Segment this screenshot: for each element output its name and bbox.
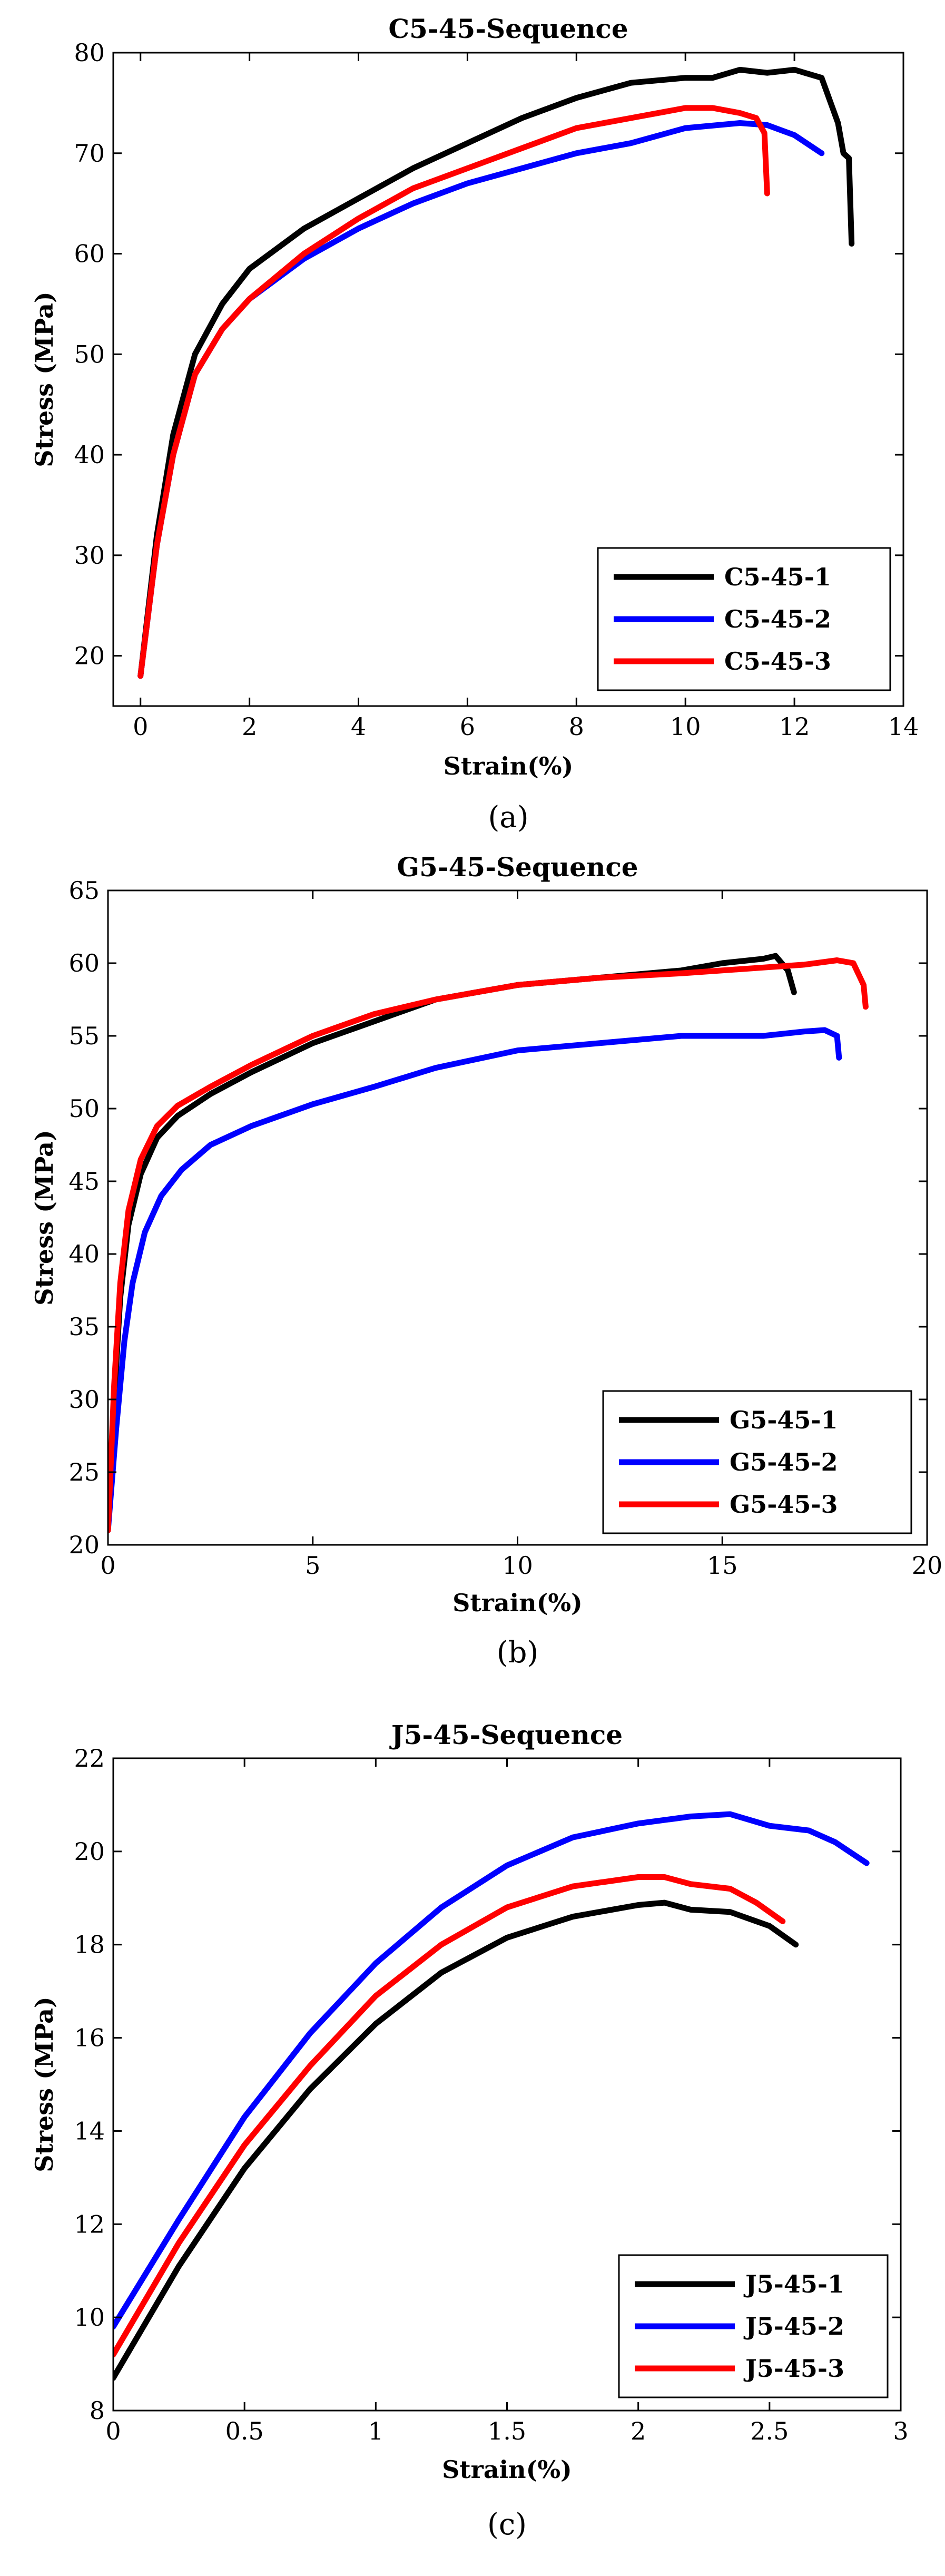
y-tick-label: 80	[74, 38, 105, 67]
series-group	[137, 66, 855, 679]
x-tick-label: 1	[368, 2417, 383, 2445]
x-tick-label: 0	[133, 712, 148, 741]
y-tick-label: 10	[74, 2303, 105, 2332]
series-line-J5-45-2	[113, 1811, 870, 2330]
y-tick-label: 14	[74, 2117, 105, 2145]
y-tick-label: 45	[68, 1167, 100, 1196]
y-axis-label: Stress (MPa)	[30, 291, 58, 467]
legend-label-J5-45-3: J5-45-3	[743, 2354, 844, 2383]
y-tick-label: 16	[74, 2024, 105, 2052]
x-axis-label: Strain(%)	[442, 2455, 572, 2484]
series-line-J5-45-3	[113, 1874, 786, 2358]
x-tick-label: 12	[779, 712, 810, 741]
x-tick-label: 10	[502, 1551, 533, 1580]
chart-panel-3: J5-45-Sequence 0 0.5 1 1.5 2 2.5 3 8 10 12 14 16 18 20…	[30, 1719, 909, 2542]
legend-label-G5-45-1: G5-45-1	[730, 1406, 838, 1434]
y-tick-label: 25	[68, 1458, 100, 1486]
chart-title: C5-45-Sequence	[388, 13, 628, 44]
figure-caption: (a)	[488, 800, 528, 835]
x-axis-label: Strain(%)	[444, 752, 574, 780]
legend: G5-45-1 G5-45-2 G5-45-3	[602, 1390, 912, 1534]
x-tick-label: 0	[105, 2417, 121, 2445]
legend-label-C5-45-1: C5-45-1	[724, 563, 831, 591]
y-tick-label: 50	[68, 1094, 100, 1123]
y-tick-label: 55	[68, 1022, 100, 1050]
x-tick-label: 1.5	[488, 2417, 526, 2445]
legend-label-G5-45-2: G5-45-2	[730, 1448, 838, 1476]
x-tick-label: 3	[893, 2417, 908, 2445]
x-tick-label: 20	[912, 1551, 943, 1580]
chart-panel-1: C5-45-Sequence 0 2 4 6 8 10 12 14 20 30 40 50 60 70 80 S…	[30, 13, 919, 835]
x-tick-label: 2.5	[750, 2417, 789, 2445]
y-tick-label: 18	[74, 1931, 105, 1959]
y-tick-label: 20	[74, 1837, 105, 1866]
legend-label-C5-45-3: C5-45-3	[724, 647, 831, 675]
y-tick-label: 40	[74, 440, 105, 469]
x-tick-label: 4	[351, 712, 366, 741]
y-tick-label: 30	[68, 1385, 100, 1414]
series-group	[113, 1811, 870, 2381]
legend-label-J5-45-2: J5-45-2	[743, 2312, 844, 2340]
x-tick-label: 0.5	[225, 2417, 264, 2445]
chart-title: G5-45-Sequence	[397, 851, 638, 883]
y-tick-label: 8	[90, 2396, 105, 2425]
plot-frame	[112, 52, 904, 707]
y-tick-label: 20	[74, 642, 105, 670]
legend-label-J5-45-1: J5-45-1	[743, 2270, 844, 2298]
y-tick-label: 22	[74, 1744, 105, 1772]
figure-caption: (b)	[497, 1635, 539, 1670]
y-tick-label: 35	[68, 1313, 100, 1341]
x-tick-label: 14	[888, 712, 919, 741]
legend-label-G5-45-3: G5-45-3	[730, 1490, 838, 1519]
chart-title: J5-45-Sequence	[389, 1719, 623, 1750]
y-axis-label: Stress (MPa)	[30, 1130, 58, 1305]
x-axis-label: Strain(%)	[452, 1589, 583, 1617]
chart-panel-2: G5-45-Sequence 0 5 10 15 20 20 25 30 35 40 45 50 55 60…	[30, 851, 942, 1670]
legend-label-C5-45-2: C5-45-2	[724, 605, 831, 633]
y-tick-label: 65	[68, 876, 100, 905]
legend: C5-45-1 C5-45-2 C5-45-3	[597, 547, 891, 691]
y-axis-label: Stress (MPa)	[30, 1996, 58, 2172]
y-tick-label: 70	[74, 139, 105, 168]
y-tick-label: 60	[74, 240, 105, 268]
series-line-J5-45-1	[113, 1899, 799, 2381]
x-tick-label: 15	[707, 1551, 738, 1580]
y-tick-label: 50	[74, 340, 105, 368]
series-line-C5-45-1	[137, 66, 855, 679]
legend: J5-45-1 J5-45-2 J5-45-3	[618, 2254, 889, 2398]
x-tick-label: 8	[569, 712, 584, 741]
x-tick-label: 6	[460, 712, 475, 741]
y-tick-label: 30	[74, 541, 105, 570]
series-line-G5-45-2	[108, 1027, 842, 1533]
figure-caption: (c)	[487, 2508, 527, 2542]
x-tick-label: 2	[242, 712, 257, 741]
series-line-G5-45-3	[108, 957, 869, 1533]
y-tick-label: 60	[68, 949, 100, 977]
x-tick-label: 5	[305, 1551, 320, 1580]
y-tick-label: 12	[74, 2210, 105, 2238]
series-group	[108, 953, 869, 1533]
x-tick-label: 2	[631, 2417, 646, 2445]
x-tick-label: 0	[100, 1551, 115, 1580]
y-tick-label: 40	[68, 1240, 100, 1268]
y-tick-label: 20	[68, 1531, 100, 1559]
x-tick-label: 10	[670, 712, 701, 741]
series-line-C5-45-3	[137, 105, 770, 679]
